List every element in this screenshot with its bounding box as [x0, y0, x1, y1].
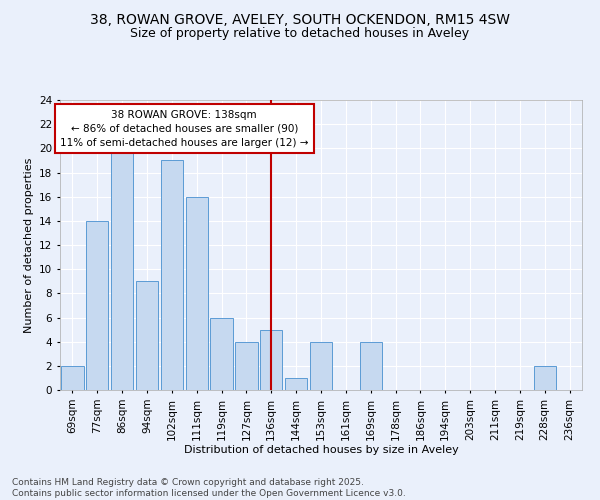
Bar — [310, 342, 332, 390]
Bar — [111, 148, 133, 390]
Bar — [359, 342, 382, 390]
Bar — [260, 330, 283, 390]
Bar — [61, 366, 83, 390]
Bar — [211, 318, 233, 390]
Bar — [285, 378, 307, 390]
Bar — [185, 196, 208, 390]
X-axis label: Distribution of detached houses by size in Aveley: Distribution of detached houses by size … — [184, 446, 458, 456]
Bar — [86, 221, 109, 390]
Text: 38 ROWAN GROVE: 138sqm
← 86% of detached houses are smaller (90)
11% of semi-det: 38 ROWAN GROVE: 138sqm ← 86% of detached… — [60, 110, 308, 148]
Text: 38, ROWAN GROVE, AVELEY, SOUTH OCKENDON, RM15 4SW: 38, ROWAN GROVE, AVELEY, SOUTH OCKENDON,… — [90, 12, 510, 26]
Bar — [136, 281, 158, 390]
Text: Contains HM Land Registry data © Crown copyright and database right 2025.
Contai: Contains HM Land Registry data © Crown c… — [12, 478, 406, 498]
Bar — [161, 160, 183, 390]
Text: Size of property relative to detached houses in Aveley: Size of property relative to detached ho… — [130, 28, 470, 40]
Bar — [235, 342, 257, 390]
Bar — [533, 366, 556, 390]
Y-axis label: Number of detached properties: Number of detached properties — [23, 158, 34, 332]
